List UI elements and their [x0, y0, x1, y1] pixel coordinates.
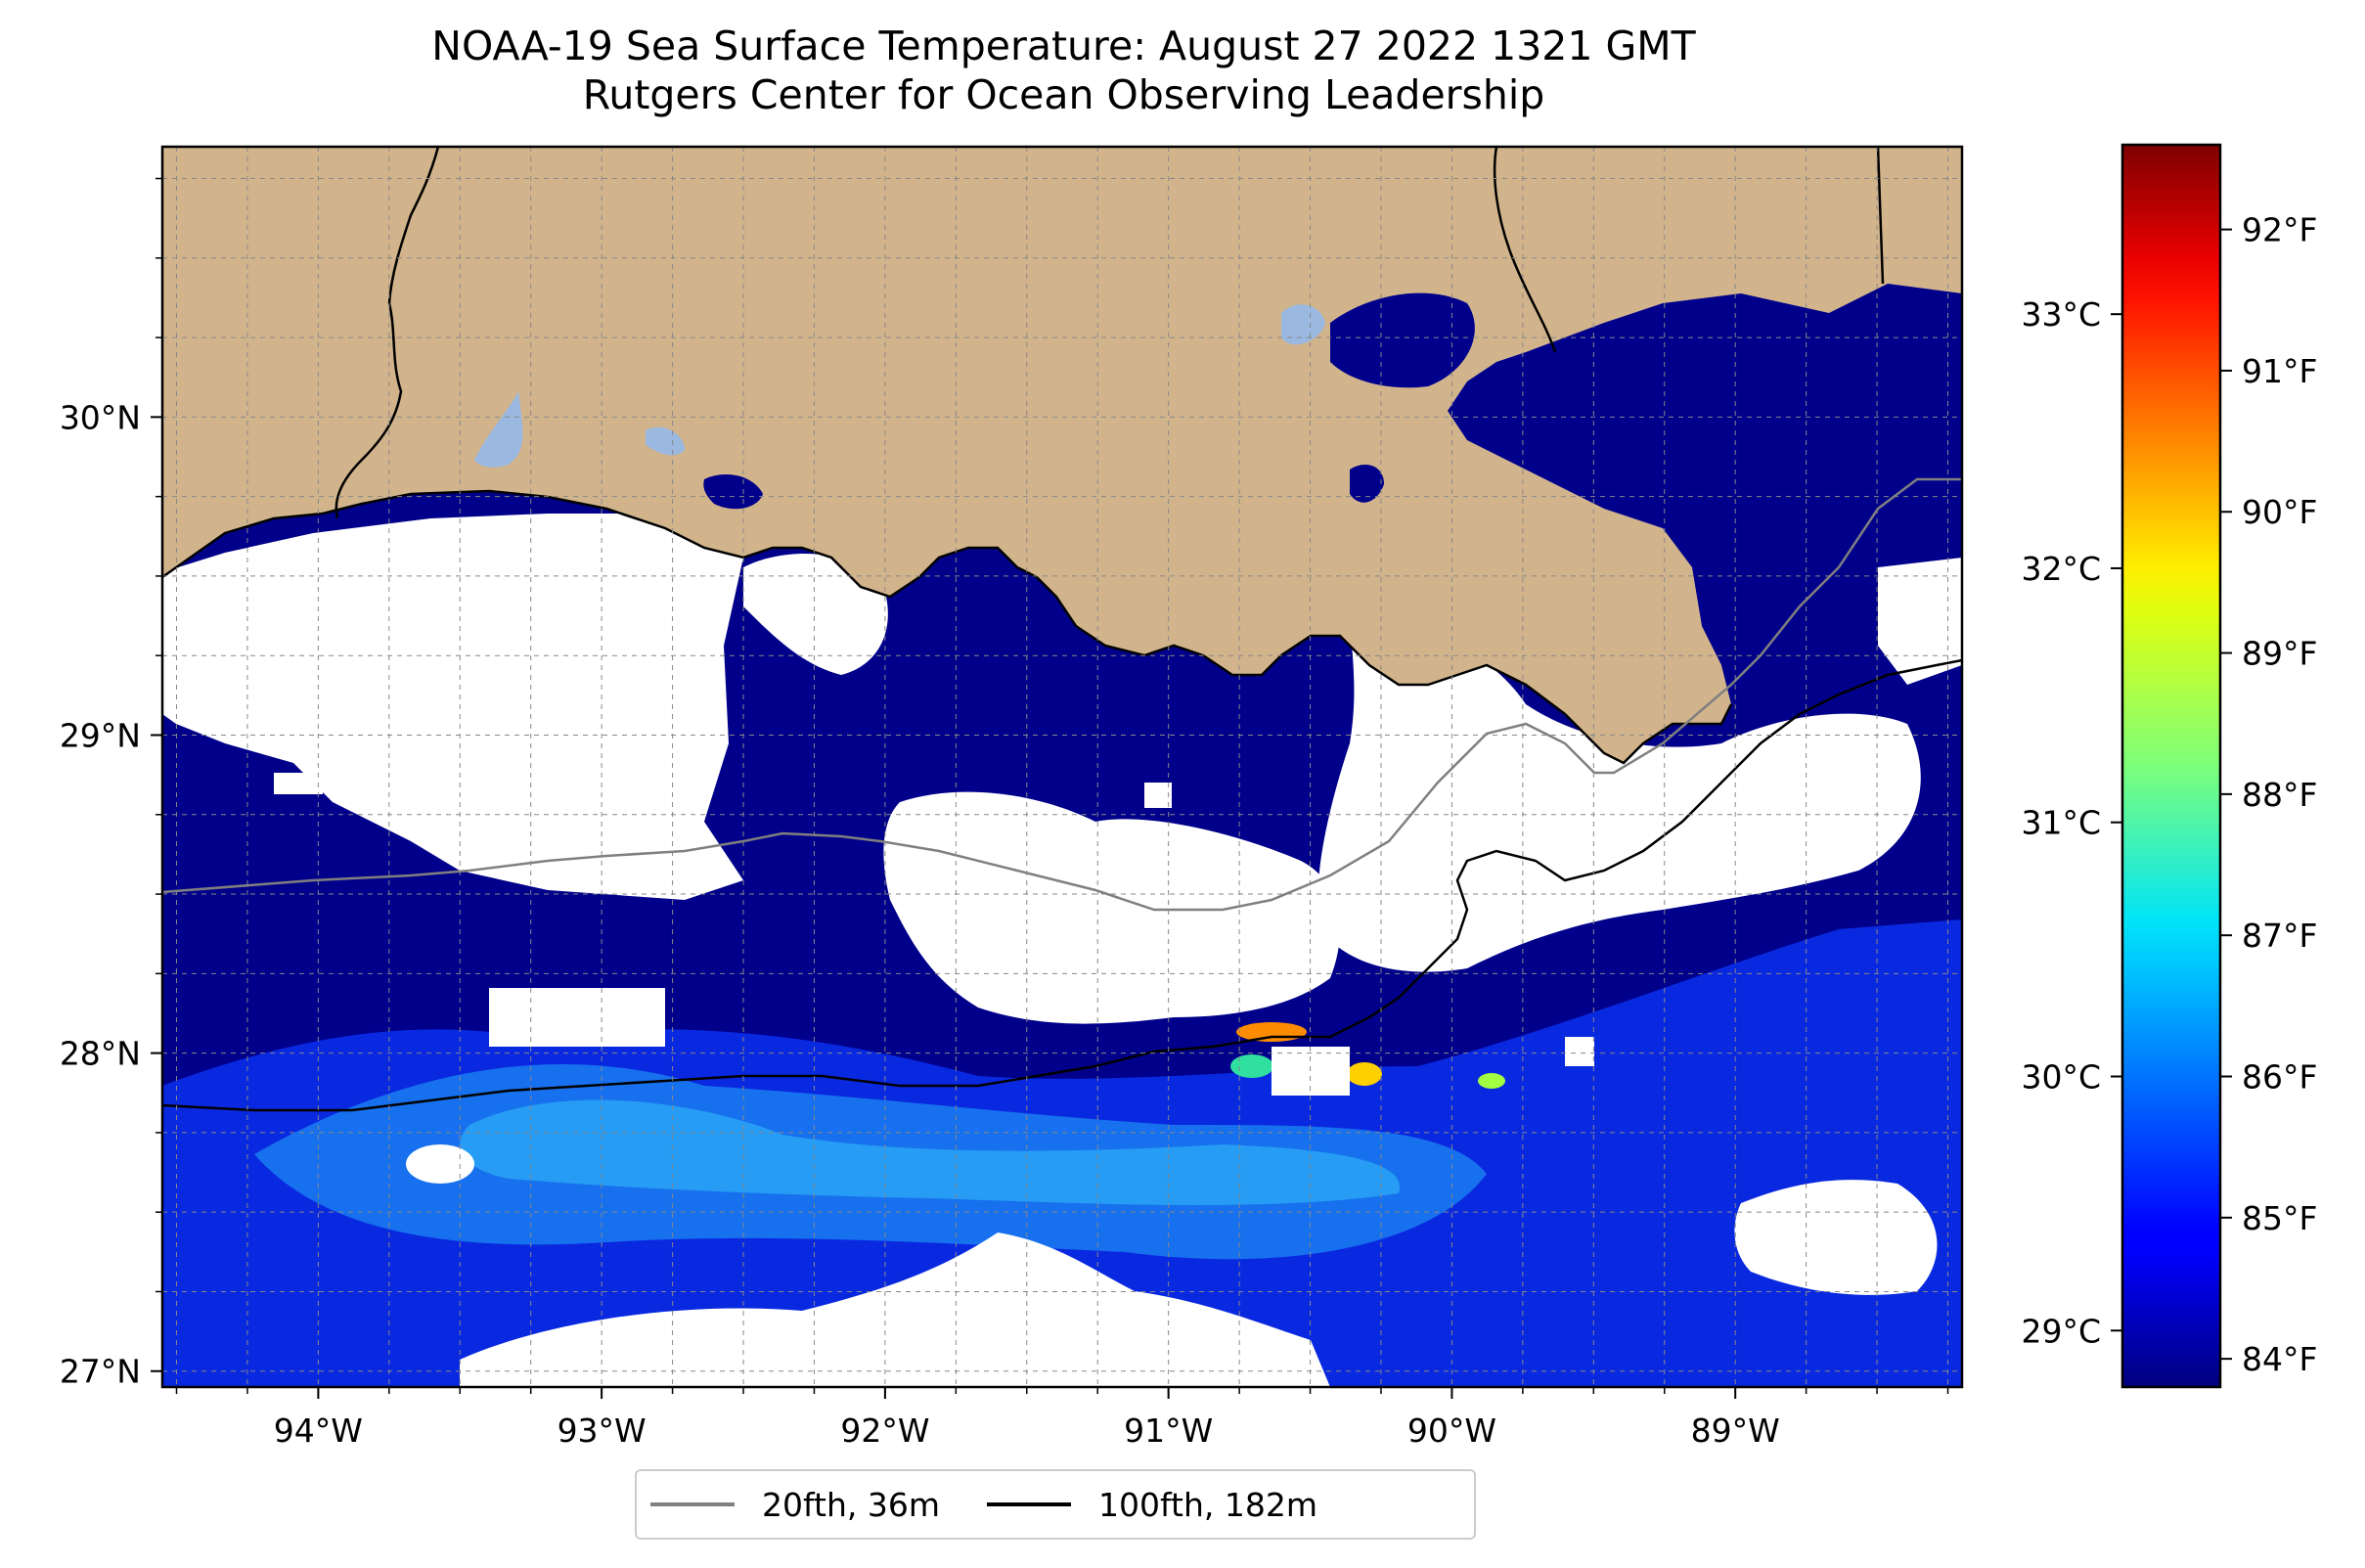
warm-water-light — [460, 1099, 1401, 1205]
legend-swatch-black — [987, 1502, 1071, 1506]
cloud-patch-5 — [1144, 783, 1172, 808]
colorbar-bar — [2120, 143, 2222, 1389]
state-border-ms — [1876, 147, 1885, 285]
legend-item-20fth: 20fth, 36m — [650, 1486, 940, 1524]
tick-label-lon: 94°W — [274, 1411, 363, 1450]
title-line-1: NOAA-19 Sea Surface Temperature: August … — [431, 22, 1696, 69]
cloud-patch-6 — [274, 773, 323, 794]
title-line-2: Rutgers Center for Ocean Observing Leade… — [582, 71, 1545, 118]
cloud-far-east — [1878, 558, 1962, 685]
colorbar-label-f: 85°F — [2242, 1199, 2317, 1237]
tick-label-lon: 91°W — [1124, 1411, 1213, 1450]
lake-grand — [703, 474, 763, 510]
cloud-nearshore — [743, 554, 888, 675]
legend-label-100fth: 100fth, 182m — [1098, 1485, 1317, 1524]
colorbar-label-f: 88°F — [2242, 776, 2317, 814]
lake-central — [1350, 465, 1384, 503]
lake-north — [1281, 304, 1325, 345]
colorbar-label-f: 87°F — [2242, 917, 2317, 955]
tick-label-lat: 27°N — [60, 1353, 141, 1391]
colorbar-label-c: 30°C — [2021, 1058, 2101, 1097]
cloud-patch-1 — [489, 988, 665, 1047]
colorbar-label-c: 31°C — [2021, 804, 2101, 842]
isobath-20fth — [162, 477, 1962, 912]
colorbar-label-c: 32°C — [2021, 550, 2101, 588]
tick-label-lon: 89°W — [1691, 1411, 1780, 1450]
legend-label-20fth: 20fth, 36m — [762, 1485, 940, 1524]
cloud-south-west — [460, 1232, 1330, 1387]
warm-spot-2 — [1230, 1054, 1273, 1078]
cloud-central — [883, 791, 1340, 1024]
colorbar-label-f: 86°F — [2242, 1058, 2317, 1097]
tick-label-lon: 93°W — [558, 1411, 647, 1450]
chart-title: NOAA-19 Sea Surface Temperature: August … — [0, 22, 2127, 119]
cloud-east — [1317, 606, 1921, 972]
gridlines — [162, 147, 1962, 1387]
colorbar-label-c: 33°C — [2021, 295, 2101, 334]
colorbar-label-f: 91°F — [2242, 352, 2317, 390]
warm-spot-1 — [1236, 1022, 1307, 1042]
lake-west — [474, 391, 523, 468]
lake-calcasieu — [646, 426, 685, 456]
tick-label-lat: 28°N — [60, 1035, 141, 1073]
state-border-east — [1493, 147, 1557, 353]
colorbar-label-f: 84°F — [2242, 1340, 2317, 1378]
lake-pontchartrain — [1330, 292, 1475, 388]
legend-item-100fth: 100fth, 182m — [987, 1486, 1317, 1524]
legend-swatch-gray — [650, 1502, 735, 1506]
state-border-west — [335, 147, 440, 519]
axis-ticks: 94°W 93°W 92°W 91°W 90°W 89°W 27°N 28°N 29°N 30°N — [60, 177, 1949, 1450]
isobath-100fth — [162, 658, 1962, 1112]
colorbar-ticks: 84°F 85°F 86°F 87°F 88°F 89°F 90°F 91°F 92°F 29°C… — [2021, 211, 2317, 1379]
colorbar-label-c: 29°C — [2021, 1312, 2101, 1350]
map-frame — [160, 145, 1964, 1389]
cloud-patch-4 — [1565, 1037, 1594, 1066]
cloud-patch-3 — [406, 1144, 474, 1184]
coastline — [162, 489, 1733, 765]
map-area — [162, 147, 1962, 1387]
inland-lakes — [474, 292, 1475, 510]
cloud-south-east — [1734, 1180, 1938, 1295]
colorbar-label-f: 90°F — [2242, 493, 2317, 531]
cloud-cover — [162, 514, 1962, 1387]
cloud-west — [162, 514, 743, 900]
tick-label-lon: 90°W — [1407, 1411, 1496, 1450]
legend: 20fth, 36m 100fth, 182m — [635, 1469, 1476, 1540]
warm-spot-3 — [1347, 1062, 1382, 1086]
colorbar-label-f: 89°F — [2242, 635, 2317, 673]
warm-spot-4 — [1478, 1073, 1505, 1089]
tick-label-lat: 29°N — [60, 716, 141, 754]
land — [162, 147, 1962, 763]
tick-label-lat: 30°N — [60, 398, 141, 436]
tick-label-lon: 92°W — [840, 1411, 929, 1450]
colorbar-label-f: 92°F — [2242, 211, 2317, 249]
